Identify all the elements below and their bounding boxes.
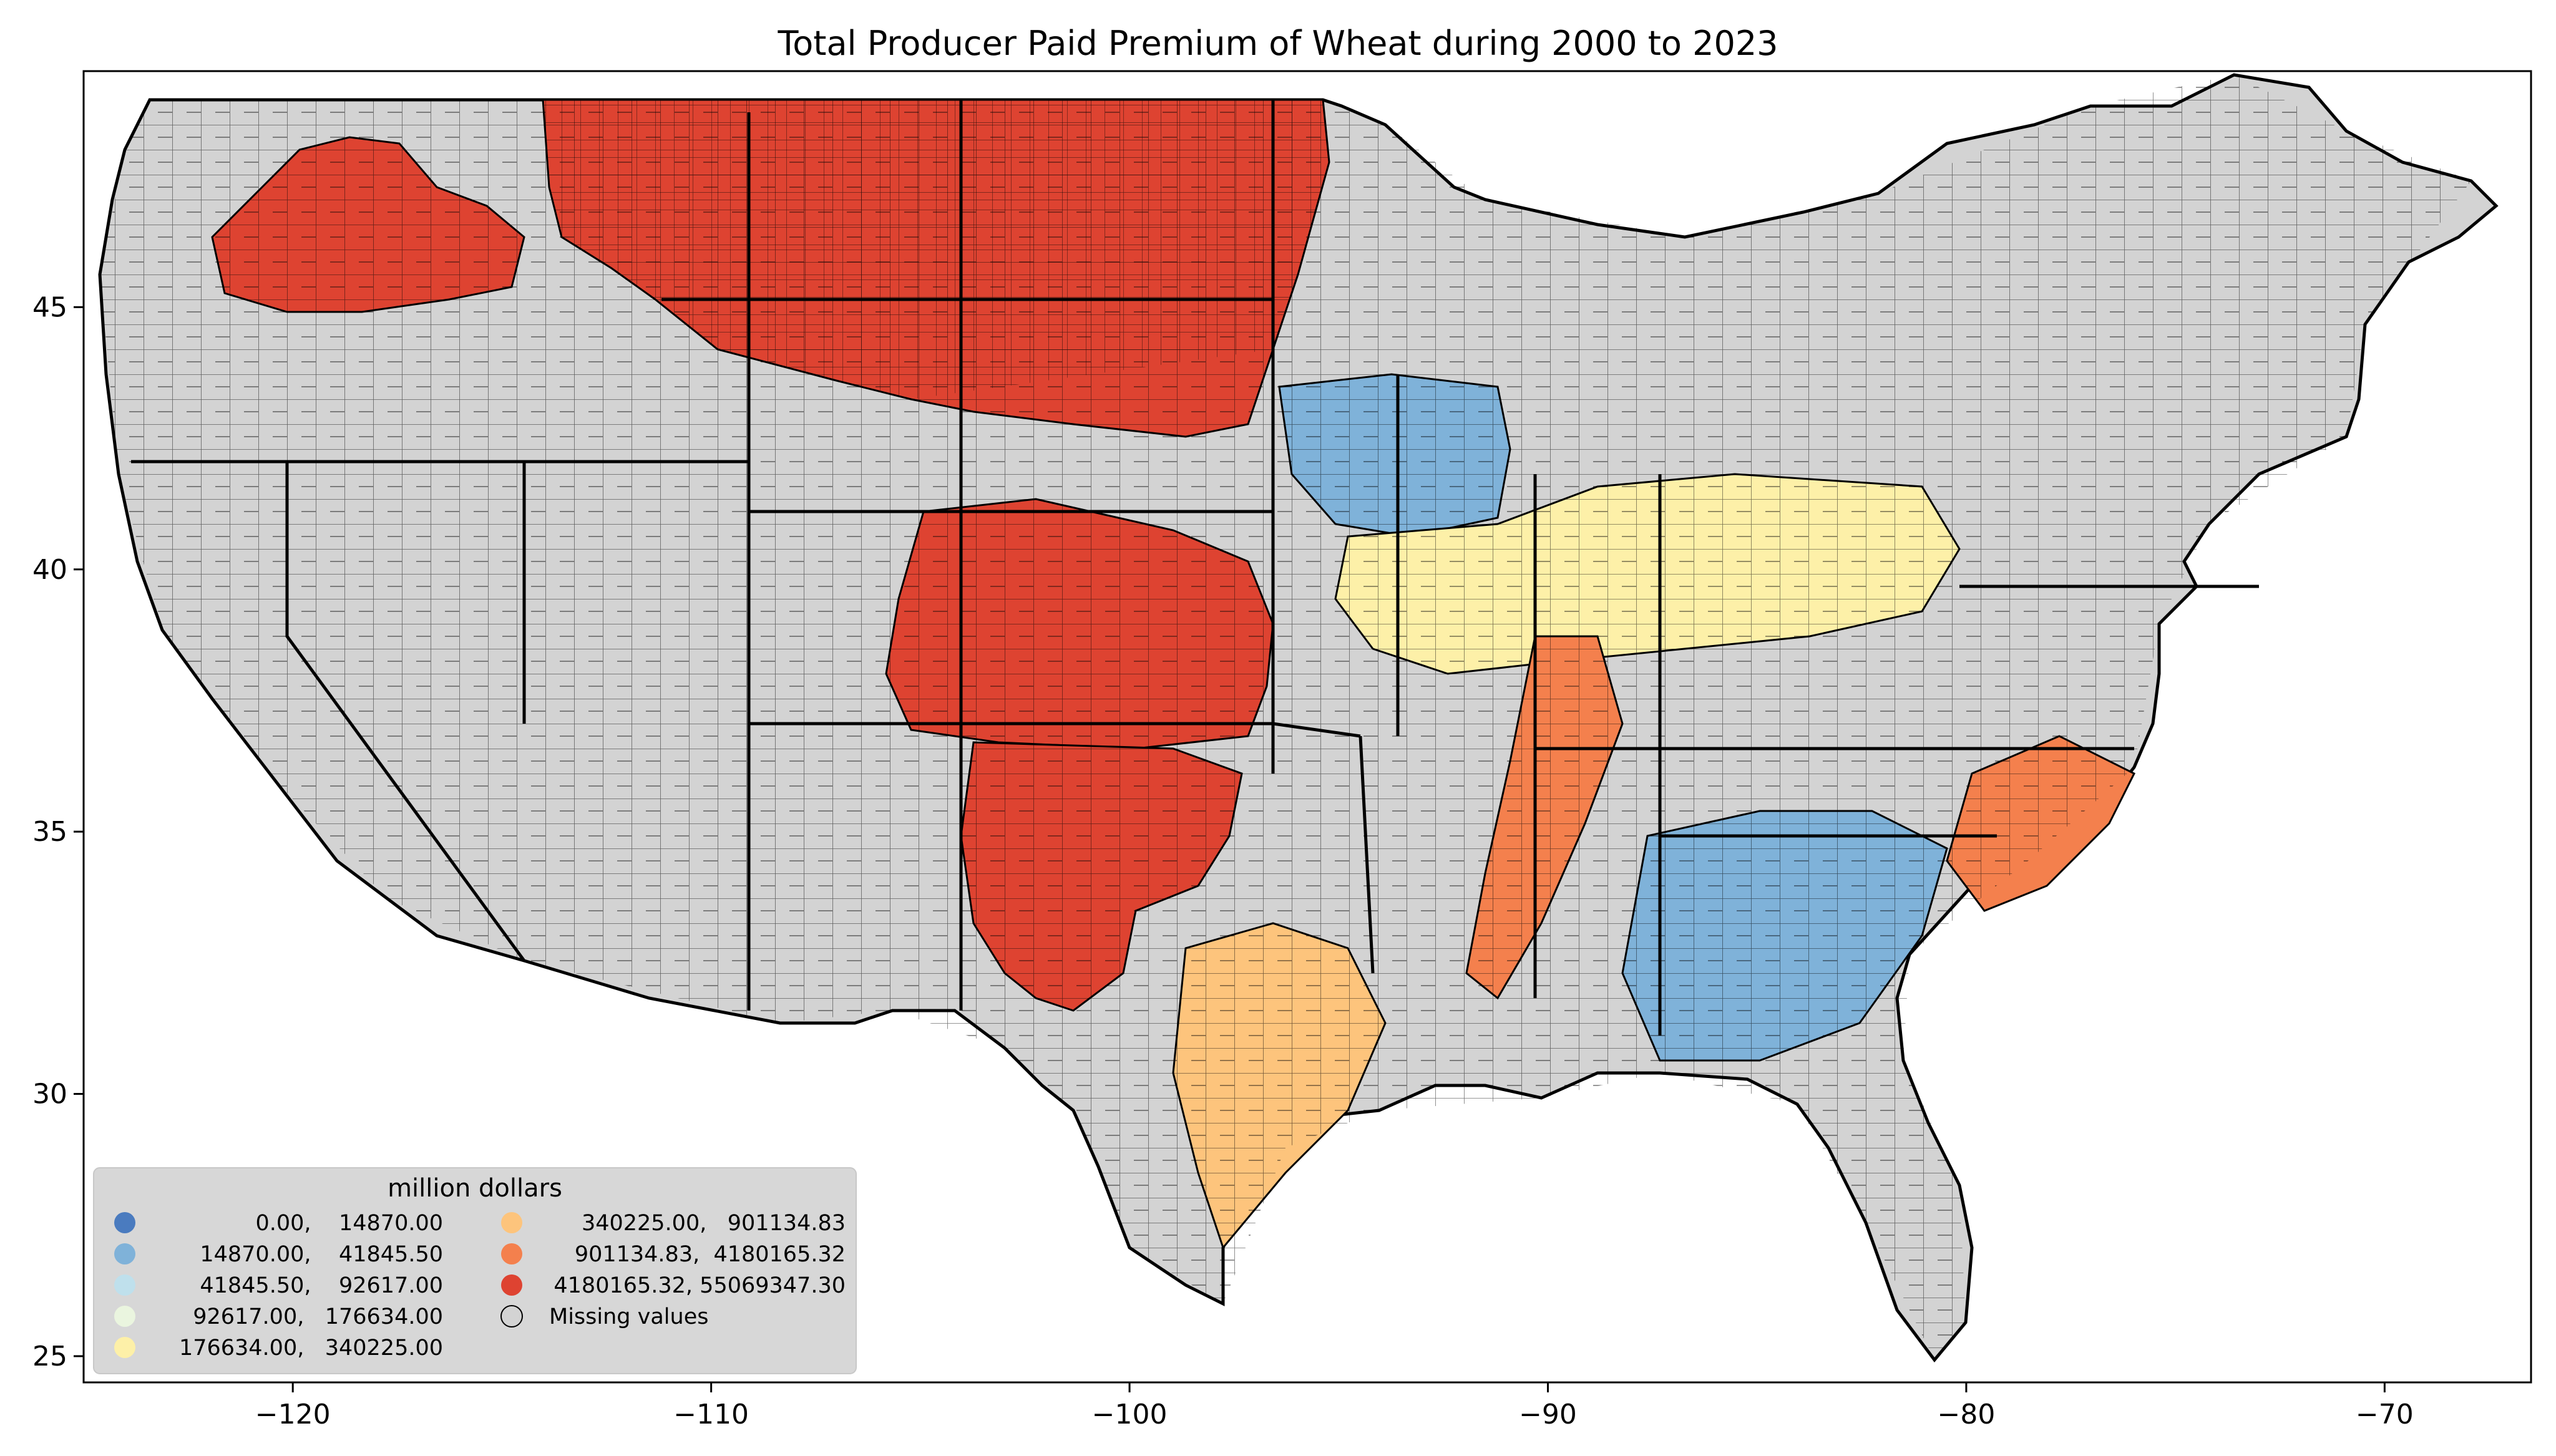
legend-marker [501, 1243, 522, 1264]
legend-entry: 176634.00, 340225.00 [114, 1336, 443, 1361]
legend-label: 41845.50, 92617.00 [200, 1273, 443, 1298]
y-tick-label: 40 [32, 554, 67, 586]
legend-marker [501, 1212, 522, 1233]
legend-title: million dollars [388, 1174, 562, 1203]
legend-label: 340225.00, 901134.83 [582, 1211, 846, 1236]
y-axis: 25 30 35 40 45 [32, 291, 84, 1372]
legend-entry: 901134.83, 4180165.32 [501, 1242, 846, 1267]
legend-entry: Missing values [500, 1304, 708, 1329]
legend-label: 176634.00, 340225.00 [179, 1336, 443, 1361]
legend-entry: 14870.00, 41845.50 [114, 1242, 443, 1267]
x-tick-label: −120 [255, 1399, 331, 1430]
legend-box [93, 1167, 857, 1374]
legend-marker [114, 1243, 135, 1264]
x-tick-label: −80 [1937, 1399, 1995, 1430]
x-axis: −120 −110 −100 −90 −80 −70 [255, 1382, 2414, 1430]
legend-label: 14870.00, 41845.50 [200, 1242, 443, 1267]
y-tick-label: 45 [32, 291, 67, 323]
x-tick-label: −70 [2356, 1399, 2414, 1430]
legend-label: 92617.00, 176634.00 [193, 1304, 443, 1329]
legend-marker [114, 1337, 135, 1358]
legend-marker [114, 1212, 135, 1233]
legend-label: 0.00, 14870.00 [255, 1211, 443, 1236]
x-tick-label: −90 [1519, 1399, 1577, 1430]
x-tick-label: −110 [673, 1399, 749, 1430]
y-tick-label: 35 [32, 816, 67, 848]
legend-label: Missing values [549, 1304, 708, 1329]
legend-entry: 0.00, 14870.00 [114, 1211, 443, 1236]
legend: million dollars 0.00, 14870.00 14870.00, … [93, 1167, 857, 1374]
y-tick-label: 25 [32, 1341, 67, 1372]
x-tick-label: −100 [1092, 1399, 1168, 1430]
plot-frame [82, 70, 2532, 1384]
legend-marker [114, 1306, 135, 1327]
legend-marker [500, 1305, 523, 1327]
county-boundaries [100, 75, 2471, 1360]
map-title: Total Producer Paid Premium of Wheat dur… [778, 24, 1778, 63]
legend-entry: 92617.00, 176634.00 [114, 1304, 443, 1329]
legend-marker [114, 1274, 135, 1296]
plains-county-boundaries [543, 100, 1329, 399]
legend-label: 901134.83, 4180165.32 [575, 1242, 846, 1267]
y-tick-label: 30 [32, 1079, 67, 1110]
state-boundaries [131, 100, 2259, 1036]
legend-entry: 41845.50, 92617.00 [114, 1273, 443, 1298]
legend-entry: 4180165.32, 55069347.30 [501, 1273, 846, 1298]
legend-label: 4180165.32, 55069347.30 [554, 1273, 846, 1298]
map-body [98, 73, 2499, 1363]
legend-marker [501, 1274, 522, 1296]
legend-entry: 340225.00, 901134.83 [501, 1211, 846, 1236]
